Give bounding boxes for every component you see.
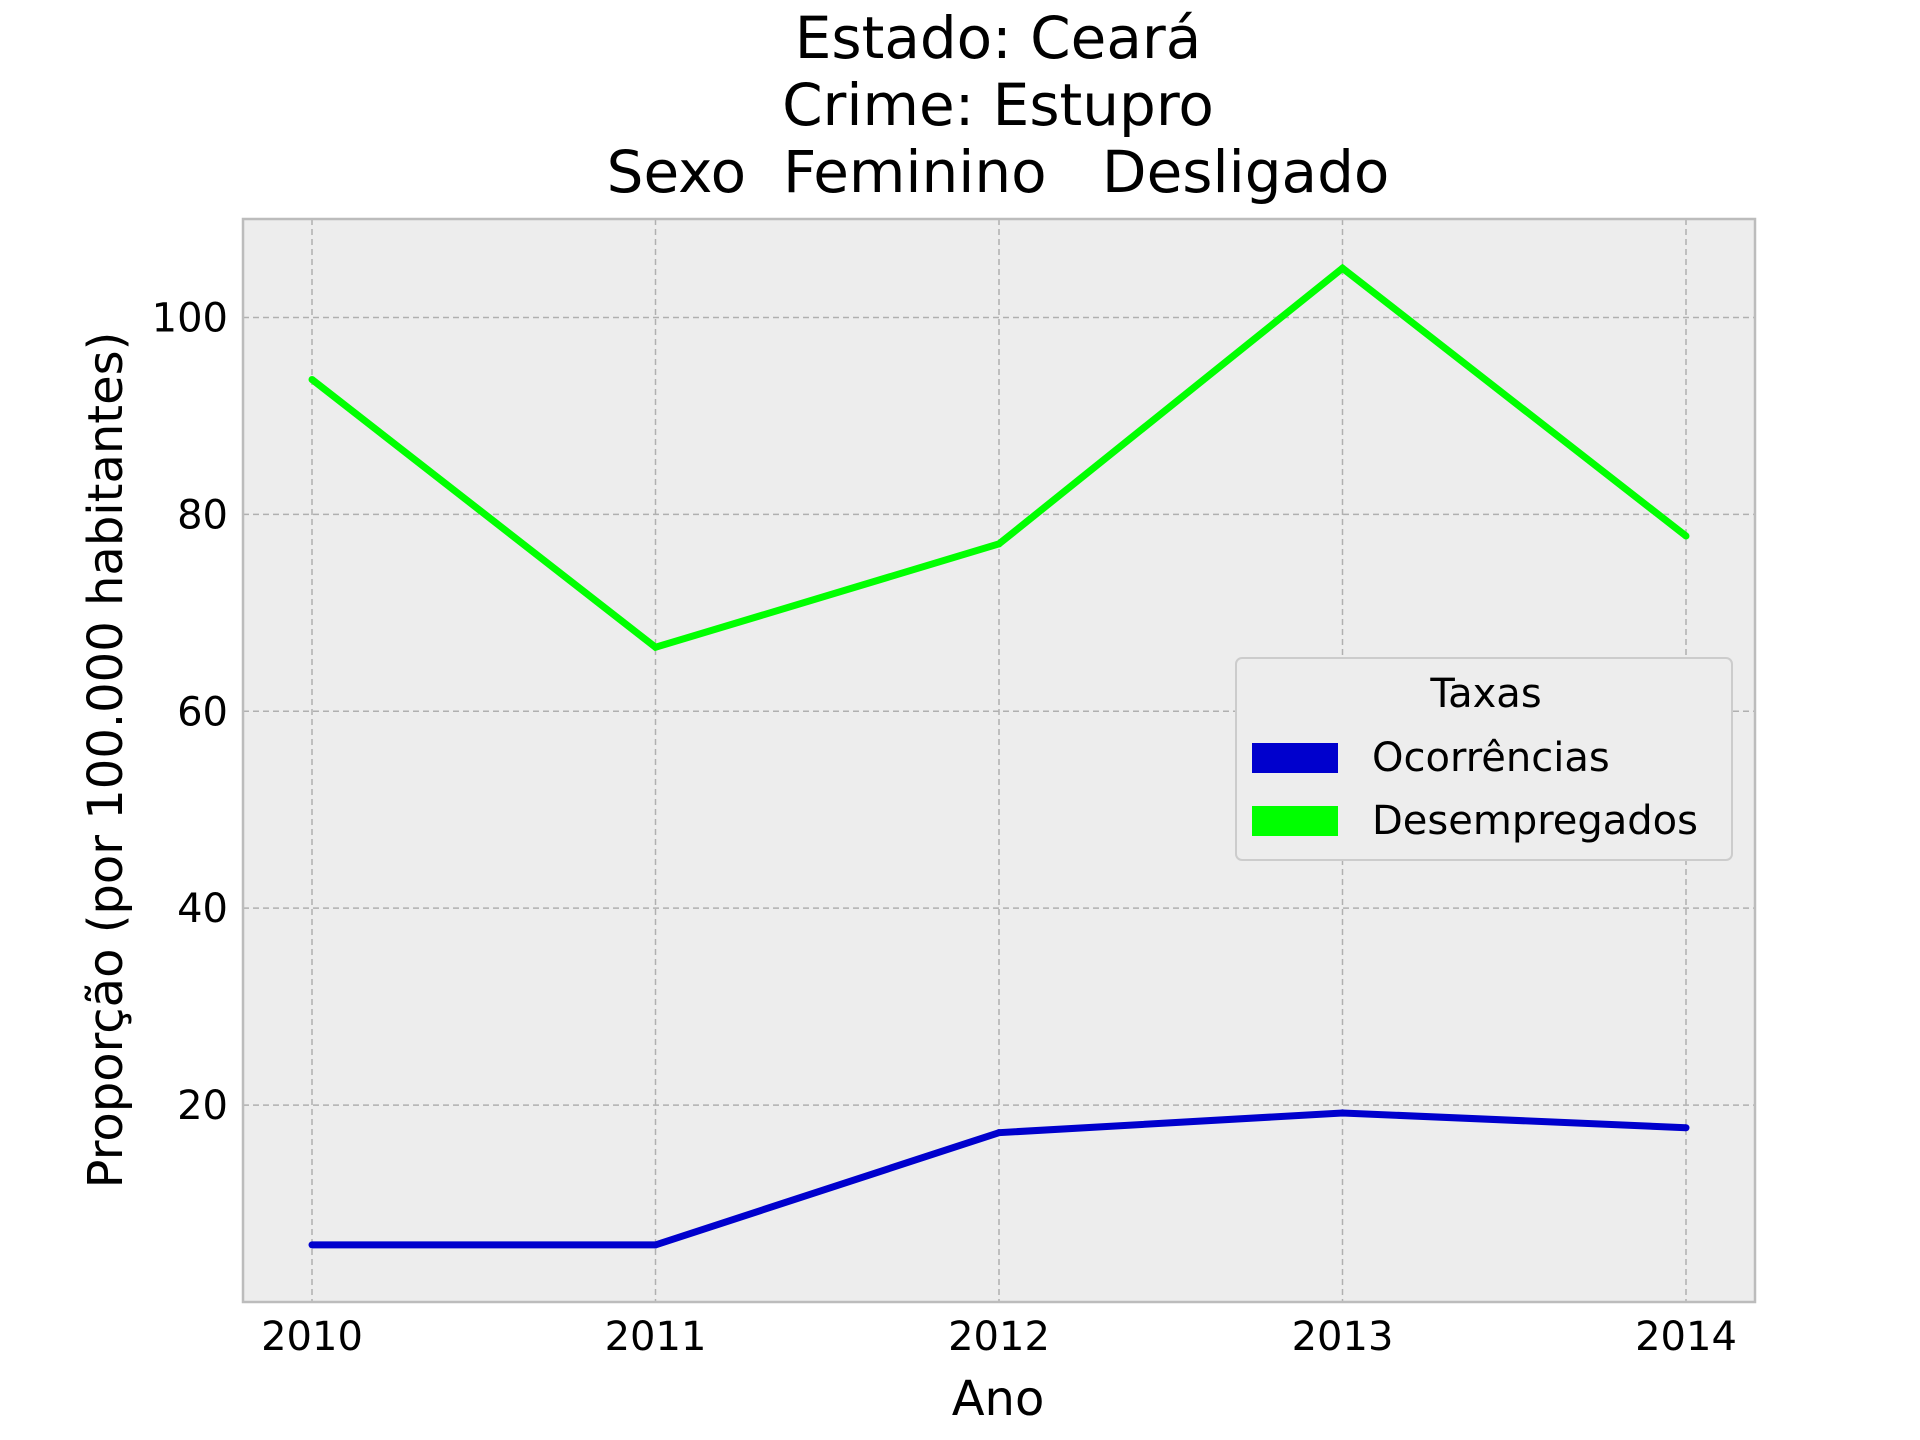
y-tick-label-40: 40: [177, 886, 228, 932]
legend-label-desempregados: Desempregados: [1372, 798, 1698, 844]
data-point-1-2013: [1339, 264, 1346, 272]
legend-swatch-ocorrencias: [1252, 743, 1338, 773]
series-lines: [308, 263, 1690, 1249]
x-tick-label-2011: 2011: [605, 1314, 707, 1360]
chart-title-line-1: Estado: Ceará: [795, 4, 1202, 72]
chart-title-line-2: Crime: Estupro: [782, 71, 1214, 139]
x-tick-labels: 2010 2011 2012 2013 2014: [261, 1314, 1737, 1360]
data-point-0-2013: [1339, 1109, 1346, 1117]
data-point-0-2012: [995, 1129, 1003, 1137]
y-tick-label-100: 100: [152, 295, 228, 341]
data-point-1-2011: [652, 643, 659, 651]
plot-border: [241, 217, 1757, 1304]
y-tick-labels: 20 40 60 80 100: [152, 295, 228, 1129]
x-axis-label: Ano: [952, 1371, 1045, 1427]
legend-label-ocorrencias: Ocorrências: [1372, 735, 1610, 781]
data-point-0-2010: [308, 1241, 316, 1249]
data-point-1-2010: [308, 375, 316, 383]
y-tick-label-80: 80: [177, 492, 228, 538]
y-axis-label: Proporção (por 100.000 habitantes): [78, 332, 134, 1189]
x-tick-label-2014: 2014: [1635, 1314, 1737, 1360]
y-tick-label-20: 20: [177, 1083, 228, 1129]
legend-swatch-desempregados: [1252, 806, 1338, 836]
legend-box: [1235, 657, 1733, 861]
y-tick-label-60: 60: [177, 689, 228, 735]
data-point-1-2014: [1682, 532, 1690, 540]
legend: Taxas Ocorrências Desempregados: [1235, 657, 1733, 861]
x-tick-label-2013: 2013: [1292, 1314, 1394, 1360]
data-point-0-2011: [652, 1241, 659, 1249]
legend-title: Taxas: [1429, 671, 1541, 717]
data-point-0-2014: [1682, 1124, 1690, 1132]
x-tick-label-2012: 2012: [948, 1314, 1050, 1360]
x-tick-label-2010: 2010: [261, 1314, 363, 1360]
data-point-1-2012: [995, 540, 1003, 548]
chart-title-line-3: Sexo Feminino Desligado: [607, 138, 1390, 206]
